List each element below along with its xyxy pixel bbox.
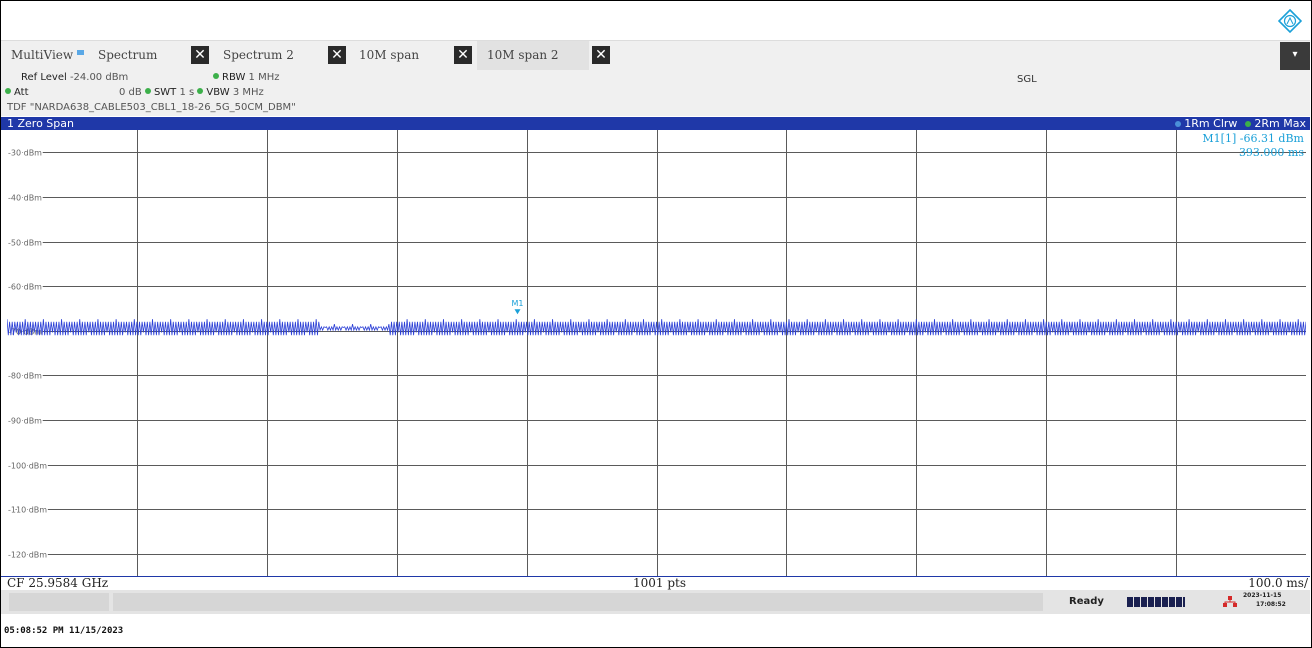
rbw-label: RBW bbox=[222, 72, 246, 83]
progress-bar-icon bbox=[1127, 597, 1185, 607]
ready-status: Ready bbox=[1069, 596, 1104, 607]
center-frequency: CF 25.9584 GHz bbox=[7, 576, 109, 590]
trace2-dot-icon bbox=[1244, 121, 1251, 127]
y-tick-label: -30 dBm bbox=[8, 149, 42, 158]
status-dot-icon bbox=[213, 73, 219, 79]
y-tick-label: -80 dBm bbox=[8, 372, 42, 381]
network-icon bbox=[1223, 596, 1237, 607]
trace1-label: 1Rm Clrw bbox=[1184, 117, 1238, 130]
close-icon[interactable]: ✕ bbox=[454, 46, 472, 64]
tab-10m-span-2[interactable]: 10M span 2 bbox=[487, 48, 559, 62]
rohde-schwarz-logo-icon bbox=[1278, 9, 1302, 33]
close-icon[interactable]: ✕ bbox=[328, 46, 346, 64]
y-tick-label: -50 dBm bbox=[8, 239, 42, 248]
ref-level-value: -24.00 dBm bbox=[69, 72, 129, 83]
window-header: 1 Zero Span 1Rm Clrw 2Rm Max bbox=[1, 117, 1310, 130]
sweep-mode: SGL bbox=[1017, 74, 1037, 85]
multiview-label[interactable]: MultiView bbox=[11, 48, 74, 62]
trace1-dot-icon bbox=[1174, 121, 1181, 127]
marker-icon bbox=[514, 309, 521, 315]
status-date: 2023-11-15 bbox=[1243, 592, 1282, 599]
trace-legend: 1Rm Clrw 2Rm Max bbox=[1174, 117, 1306, 130]
close-icon[interactable]: ✕ bbox=[592, 46, 610, 64]
y-tick-label: -120 dBm bbox=[8, 551, 47, 560]
screenshot-timestamp: 05:08:52 PM 11/15/2023 bbox=[4, 626, 124, 636]
y-tick-label: -100 dBm bbox=[8, 462, 47, 471]
window-title[interactable]: 1 Zero Span bbox=[7, 117, 74, 130]
status-field bbox=[9, 593, 109, 611]
rbw-value: 1 MHz bbox=[248, 72, 280, 83]
y-tick-label: -60 dBm bbox=[8, 283, 42, 292]
swt-value: 1 s bbox=[179, 87, 195, 98]
close-icon[interactable]: ✕ bbox=[191, 46, 209, 64]
tab-spectrum[interactable]: Spectrum bbox=[98, 48, 158, 62]
multiview-indicator-icon bbox=[77, 50, 84, 55]
marker-label: M1 bbox=[512, 299, 524, 308]
tab-bar: MultiView Spectrum ✕ Spectrum 2 ✕ 10M sp… bbox=[1, 40, 1310, 71]
footer-bar: CF 25.9584 GHz 1001 pts 100.0 ms/ bbox=[1, 576, 1310, 591]
trace-line bbox=[7, 319, 1306, 336]
status-dot-icon bbox=[197, 88, 204, 94]
status-dot-icon bbox=[144, 88, 151, 94]
swt-label: SWT bbox=[153, 87, 177, 98]
ref-level-label: Ref Level bbox=[21, 72, 67, 83]
y-tick-label: -110 dBm bbox=[8, 506, 47, 515]
status-dot-icon bbox=[5, 88, 11, 94]
marker-readout-value: M1[1] -66.31 dBm bbox=[1202, 132, 1304, 145]
dropdown-button[interactable]: ▾ bbox=[1280, 42, 1310, 70]
tab-spectrum-2[interactable]: Spectrum 2 bbox=[223, 48, 294, 62]
y-tick-label: -90 dBm bbox=[8, 417, 42, 426]
vbw-value: 3 MHz bbox=[232, 87, 264, 98]
message-field bbox=[113, 593, 1043, 611]
marker-readout-time: 393.000 ms bbox=[1239, 146, 1304, 159]
y-tick-label: -40 dBm bbox=[8, 194, 42, 203]
att-value: 0 dB bbox=[119, 87, 142, 98]
sweep-points: 1001 pts bbox=[633, 576, 687, 590]
active-tab-background bbox=[477, 41, 589, 71]
status-time: 17:08:52 bbox=[1256, 601, 1286, 608]
status-bar: Ready 2023-11-15 17:08:52 bbox=[1, 590, 1310, 614]
settings-panel: Ref Level -24.00 dBm RBW 1 MHz SGL Att 0… bbox=[1, 70, 1310, 116]
zero-span-plot[interactable]: -30 dBm-40 dBm-50 dBm-60 dBm-70 dBm-80 d… bbox=[7, 130, 1306, 576]
tab-10m-span[interactable]: 10M span bbox=[359, 48, 420, 62]
time-per-division: 100.0 ms/ bbox=[1248, 576, 1308, 590]
vbw-label: VBW bbox=[206, 87, 230, 98]
att-label: Att bbox=[14, 87, 29, 98]
trace2-label: 2Rm Max bbox=[1254, 117, 1306, 130]
transducer-label: TDF "NARDA638_CABLE503_CBL1_18-26_5G_50C… bbox=[7, 102, 296, 113]
title-bar bbox=[1, 1, 1310, 39]
